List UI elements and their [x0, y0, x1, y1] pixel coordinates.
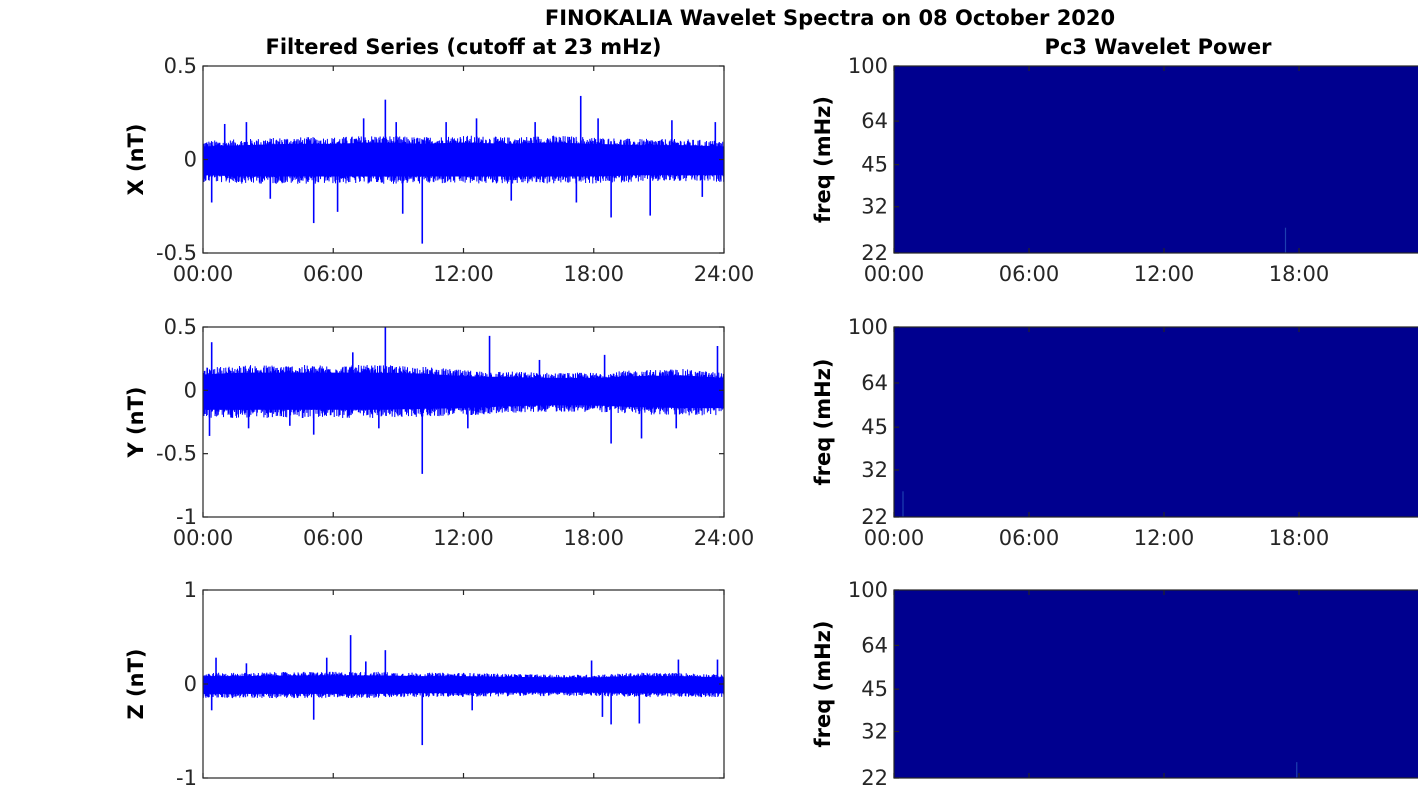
x-tick-label: 06:00	[303, 526, 364, 550]
y-tick-label: -1	[176, 766, 197, 788]
x-tick-label: 12:00	[433, 526, 494, 550]
x-tick-label: 00:00	[864, 262, 925, 286]
y-tick-label: 100	[848, 315, 888, 339]
y-tick-label: 22	[861, 505, 888, 529]
panel-filtered-z: -1 0 1 Z (nT)	[124, 578, 725, 788]
x-tick-label: 12:00	[1134, 262, 1195, 286]
series-group	[203, 635, 724, 746]
y-axis-label: freq (mHz)	[811, 621, 835, 748]
x-tick-label: 18:00	[563, 262, 624, 286]
axes-frame	[202, 326, 725, 518]
panel-title: Pc3 Wavelet Power	[1045, 35, 1273, 59]
y-tick-label: 22	[861, 241, 888, 265]
panel-filtered-x: 00:00 06:00 12:00 18:00 24:00 -0.5 0 0.5 X (nT) F…	[124, 35, 754, 286]
heatmap-background	[894, 327, 1418, 517]
y-tick-label: 0	[184, 672, 197, 696]
panel-filtered-y: 00:00 06:00 12:00 18:00 24:00 -1 -0.5 0 0.5 Y (nT…	[124, 315, 754, 550]
x-tick-label: 18:00	[1269, 262, 1330, 286]
x-tick-label: 06:00	[303, 262, 364, 286]
series-line	[203, 135, 724, 184]
y-axis-label: X (nT)	[124, 124, 148, 196]
y-axis-label: freq (mHz)	[811, 359, 835, 486]
y-tick-label: 0.5	[164, 54, 197, 78]
x-tick-label: 12:00	[433, 262, 494, 286]
y-tick-label: 32	[861, 458, 888, 482]
y-tick-label: 45	[861, 153, 888, 177]
series-group	[203, 95, 724, 244]
y-axis-label: Y (nT)	[124, 387, 148, 459]
y-tick-label: 45	[861, 677, 888, 701]
panels: 00:00 06:00 12:00 18:00 24:00 -0.5 0 0.5 X (nT) F…	[124, 35, 1418, 788]
y-tick-label: 32	[861, 719, 888, 743]
x-tick-label: 06:00	[999, 526, 1060, 550]
heatmap-background	[894, 66, 1418, 253]
x-tick-label: 12:00	[1134, 526, 1195, 550]
y-tick-label: -1	[176, 505, 197, 529]
y-axis-label: Z (nT)	[124, 648, 148, 719]
y-tick-label: 0	[184, 378, 197, 402]
y-axis-label: freq (mHz)	[811, 96, 835, 223]
heatmap-background	[894, 590, 1418, 778]
y-tick-label: 1	[184, 578, 197, 602]
y-tick-label: 64	[861, 109, 888, 133]
x-tick-label: 18:00	[563, 526, 624, 550]
figure-title: FINOKALIA Wavelet Spectra on 08 October …	[545, 6, 1115, 30]
y-tick-label: 32	[861, 195, 888, 219]
x-tick-label: 24:00	[694, 526, 755, 550]
y-tick-label: 0	[184, 148, 197, 172]
y-tick-label: 45	[861, 415, 888, 439]
y-tick-label: 22	[861, 766, 888, 788]
y-tick-label: -0.5	[156, 442, 197, 466]
y-tick-label: 0.5	[164, 315, 197, 339]
y-tick-label: 64	[861, 371, 888, 395]
x-tick-label: 06:00	[999, 262, 1060, 286]
y-tick-label: 100	[848, 578, 888, 602]
x-tick-label: 00:00	[173, 526, 234, 550]
x-tick-label: 00:00	[864, 526, 925, 550]
panel-title: Filtered Series (cutoff at 23 mHz)	[265, 35, 661, 59]
x-tick-label: 18:00	[1269, 526, 1330, 550]
series-line	[203, 671, 724, 699]
x-tick-label: 24:00	[694, 262, 755, 286]
y-tick-label: 100	[848, 54, 888, 78]
y-tick-label: -0.5	[156, 241, 197, 265]
panel-wavelet-z: 22 32 45 64 100 freq (mHz)	[811, 578, 1418, 788]
y-tick-label: 64	[861, 633, 888, 657]
series-group	[203, 327, 724, 474]
series-line	[203, 365, 724, 419]
x-tick-label: 00:00	[173, 262, 234, 286]
